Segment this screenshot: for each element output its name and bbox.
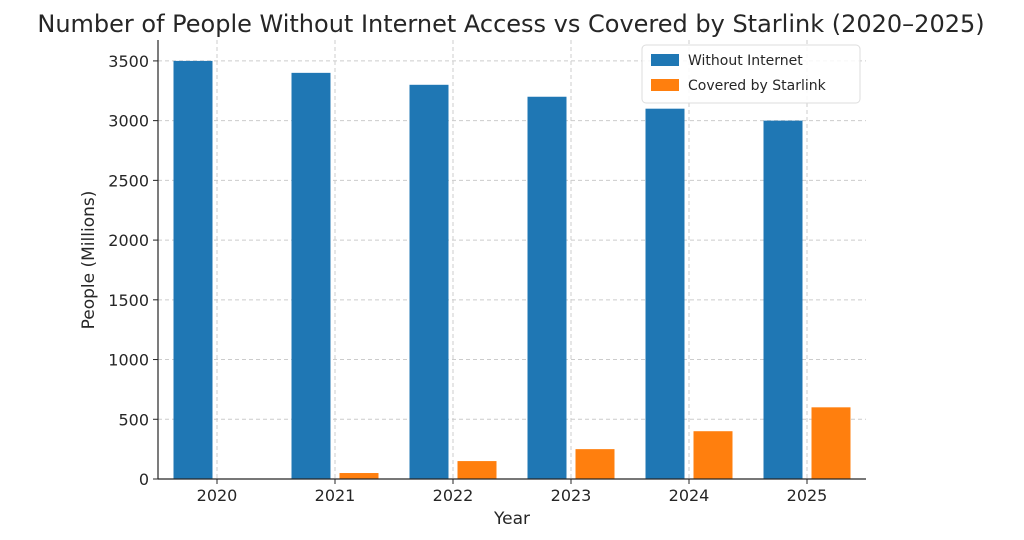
chart-title: Number of People Without Internet Access… [37,10,984,38]
bar-without-internet [409,84,449,479]
x-axis-label: Year [493,509,530,529]
y-tick-label: 2500 [108,171,149,190]
legend-swatch [651,79,679,91]
bar-covered-by-starlink [457,461,497,479]
bar-without-internet [763,120,803,479]
y-axis-label: People (Millions) [79,191,99,330]
x-tick-label: 2021 [315,486,356,505]
axes [153,40,866,484]
x-tick-label: 2022 [433,486,474,505]
y-tick-label: 3000 [108,112,149,131]
bar-without-internet [173,60,213,480]
bar-covered-by-starlink [339,473,379,479]
bars [173,60,851,480]
tick-labels: 0 500 1000 1500 2000 2500 3000 3500 2020 2021 2022… [108,52,827,505]
bar-covered-by-starlink [693,431,733,479]
x-tick-label: 2023 [551,486,592,505]
legend-swatch [651,54,679,66]
grid [158,40,866,479]
x-tick-label: 2025 [787,486,828,505]
y-tick-label: 0 [139,470,149,489]
bar-covered-by-starlink [811,407,851,479]
bar-without-internet [291,72,331,479]
x-tick-label: 2020 [197,486,238,505]
bar-without-internet [645,108,685,479]
y-tick-label: 3500 [108,52,149,71]
legend-label: Without Internet [688,53,803,69]
y-tick-label: 1500 [108,291,149,310]
x-tick-label: 2024 [669,486,710,505]
y-tick-label: 500 [118,410,149,429]
y-tick-label: 1000 [108,351,149,370]
y-tick-label: 2000 [108,231,149,250]
bar-without-internet [527,96,567,480]
legend: Without Internet Covered by Starlink [641,44,861,104]
legend-box [641,44,861,104]
bar-covered-by-starlink [575,449,615,479]
legend-label: Covered by Starlink [688,78,827,94]
